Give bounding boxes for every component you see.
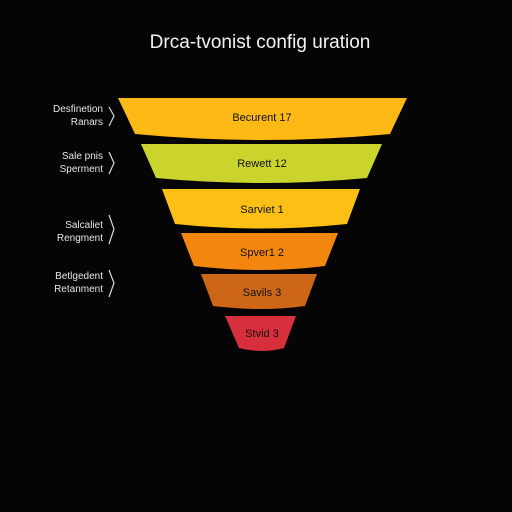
funnel-tier-shape — [225, 316, 296, 351]
funnel-tier-label: Stvid 3 — [245, 328, 279, 340]
side-label-line: Desfinetion — [53, 104, 103, 115]
side-label-group: Betlgedent Retanment — [54, 269, 115, 298]
side-label-line: Betlgedent — [55, 271, 103, 282]
funnel-tier-shape — [162, 189, 360, 229]
funnel-tier-label: Becurent 17 — [232, 112, 291, 124]
side-label-group: Sale pnis Sperment — [60, 151, 115, 175]
funnel-tier: Rewett 12 — [141, 144, 382, 183]
funnel-tier: Stvid 3 — [225, 316, 296, 351]
side-label-line: Retanment — [54, 284, 103, 295]
funnel-tier-shape — [118, 98, 407, 140]
funnel-tier-label: Sarviet 1 — [240, 204, 283, 216]
funnel-tier: Becurent 17 — [118, 98, 407, 140]
side-label-line: Sale pnis — [62, 151, 103, 162]
funnel-tier-label: Savils 3 — [243, 287, 282, 299]
funnel-tier-shape — [181, 233, 338, 270]
chevron-right-icon — [108, 151, 115, 175]
funnel-tier-shape — [201, 274, 317, 309]
funnel-tier-shape — [141, 144, 382, 183]
side-label-line: Rengment — [57, 233, 103, 244]
side-label-line: Sperment — [60, 164, 104, 175]
funnel-tier: Sarviet 1 — [162, 189, 360, 229]
chevron-right-icon — [108, 106, 115, 127]
chevron-right-icon — [108, 269, 115, 298]
side-label-group: Salcaliet Rengment — [57, 214, 115, 245]
side-label-line: Ranars — [71, 117, 103, 128]
diagram-title: Drca-tvonist config uration — [150, 32, 371, 53]
funnel-tier-label: Rewett 12 — [237, 158, 287, 170]
side-label-group: Desfinetion Ranars — [53, 104, 115, 128]
side-label-line: Salcaliet — [65, 220, 103, 231]
chevron-right-icon — [108, 214, 115, 245]
funnel-tier: Savils 3 — [201, 274, 317, 309]
funnel-tier: Spver1 2 — [181, 233, 338, 270]
funnel-tier-label: Spver1 2 — [240, 247, 284, 259]
